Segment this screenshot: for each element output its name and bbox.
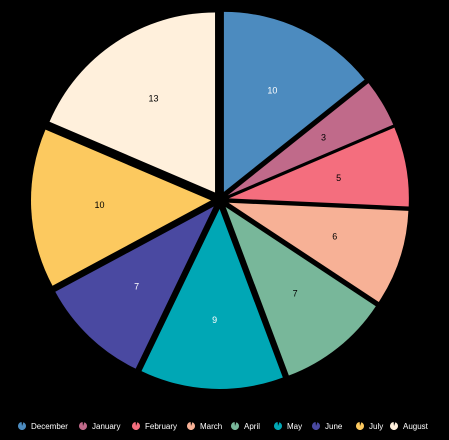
- legend-item-january[interactable]: January: [79, 422, 120, 431]
- slice-value-label-august: 13: [149, 94, 159, 104]
- legend-pie-icon: [132, 422, 140, 430]
- legend-item-july[interactable]: July: [356, 422, 383, 431]
- slice-value-label-january: 3: [321, 133, 326, 143]
- slice-value-label-march: 6: [332, 232, 337, 242]
- pie-slices: [31, 12, 409, 389]
- legend-label: January: [92, 422, 120, 431]
- legend-label: June: [325, 422, 343, 431]
- legend-item-april[interactable]: April: [231, 422, 260, 431]
- legend-pie-icon: [312, 422, 320, 430]
- slice-value-label-february: 5: [336, 173, 341, 183]
- legend-label: February: [145, 422, 177, 431]
- slice-value-label-may: 9: [212, 315, 217, 325]
- legend-pie-icon: [356, 422, 364, 430]
- legend-label: August: [403, 422, 429, 431]
- legend-label: March: [200, 422, 222, 431]
- legend-item-december[interactable]: December: [18, 422, 68, 431]
- legend: December January February March April May June…: [18, 422, 429, 431]
- legend-pie-icon: [390, 422, 398, 430]
- legend-pie-icon: [274, 422, 282, 430]
- legend-item-february[interactable]: February: [132, 422, 177, 431]
- slice-value-label-july: 10: [95, 200, 105, 210]
- legend-label: December: [31, 422, 68, 431]
- legend-item-june[interactable]: June: [312, 422, 343, 431]
- legend-label: July: [369, 422, 383, 431]
- legend-pie-icon: [231, 422, 239, 430]
- legend-item-may[interactable]: May: [274, 422, 302, 431]
- legend-label: May: [287, 422, 302, 431]
- slice-value-label-december: 10: [267, 86, 277, 96]
- legend-pie-icon: [18, 422, 26, 430]
- legend-item-august[interactable]: August: [390, 422, 429, 431]
- slice-value-label-june: 7: [134, 282, 139, 292]
- slice-value-label-april: 7: [293, 289, 298, 299]
- legend-pie-icon: [79, 422, 87, 430]
- legend-pie-icon: [187, 422, 195, 430]
- legend-item-march[interactable]: March: [187, 422, 222, 431]
- legend-label: April: [244, 422, 260, 431]
